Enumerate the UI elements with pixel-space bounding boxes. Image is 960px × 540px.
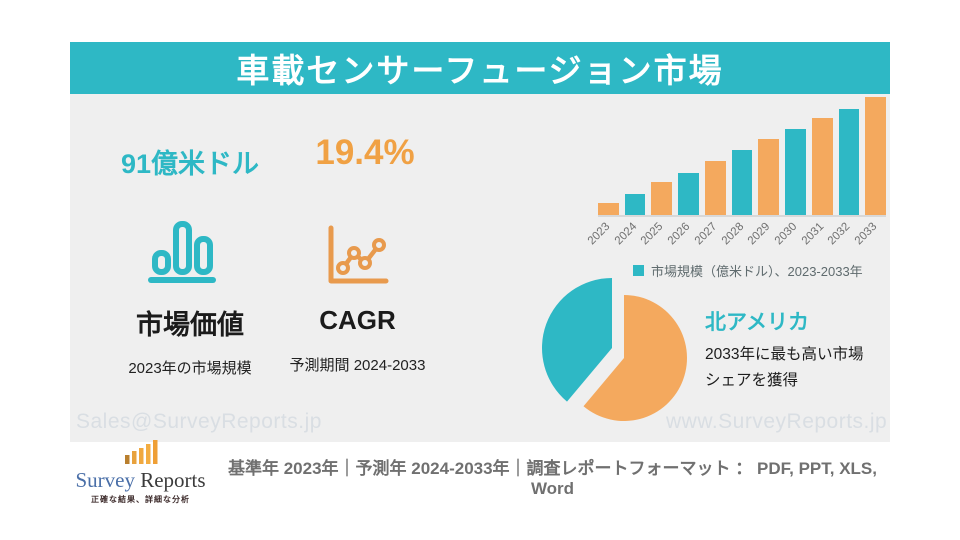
- logo-word-reports: Reports: [134, 468, 206, 492]
- cagr-number: 19.4%: [315, 133, 415, 172]
- region-name: 北アメリカ: [705, 311, 809, 334]
- bar-label-2027: 2027: [692, 220, 720, 248]
- bar-2023: [598, 203, 619, 215]
- legend-swatch: [633, 265, 644, 276]
- pie-slice-teal-exploded: [541, 278, 612, 402]
- watermark-email: Sales@SurveyReports.jp: [76, 410, 322, 433]
- market-value-number: 91億米ドル: [120, 149, 260, 179]
- bar-2029: [758, 139, 780, 215]
- pie-slice-orange: [583, 295, 687, 421]
- bar-2028: [731, 150, 753, 215]
- market-value-subtext: 2023年の市場規模: [128, 360, 252, 377]
- survey-reports-logo: Survey Reports 正確な結果、詳細な分析: [58, 440, 223, 505]
- bar-chart-labels: 2023 2024 2025 2026 2027 2028 2029 2030 2031 2032…: [586, 219, 886, 255]
- watermark-website: www.SurveyReports.jp: [666, 410, 888, 433]
- bar-2026: [678, 172, 699, 215]
- bar-label-2033: 2033: [852, 220, 880, 248]
- logo-wordmark: Survey Reports: [58, 468, 223, 492]
- bar-label-2024: 2024: [612, 220, 640, 248]
- bar-label-2031: 2031: [799, 220, 826, 248]
- bar-2024: [624, 193, 646, 215]
- bar-2030: [785, 128, 806, 215]
- bar-2027: [704, 160, 726, 215]
- bar-2025: [651, 181, 673, 215]
- market-value-label: 市場価値: [136, 310, 244, 340]
- pie-chart: [541, 278, 687, 421]
- cagr-subtext: 予測期間 2024-2033: [289, 357, 426, 374]
- logo-bars-icon: [124, 440, 157, 464]
- bar-label-2028: 2028: [719, 220, 746, 248]
- bar-label-2029: 2029: [745, 220, 773, 248]
- legend-label: 市場規模（億米ドル）、2023-2033年: [651, 264, 863, 279]
- bar-2032: [838, 108, 860, 215]
- line-chart-icon: [328, 225, 389, 284]
- logo-word-survey: Survey: [75, 468, 135, 492]
- bar-label-2026: 2026: [665, 220, 693, 248]
- cagr-label: CAGR: [319, 305, 396, 335]
- page-title: 車載センサーフュージョン市場: [236, 52, 724, 89]
- bar-label-2030: 2030: [772, 220, 800, 248]
- title-banner: 車載センサーフュージョン市場: [70, 42, 890, 94]
- bar-label-2032: 2032: [826, 220, 853, 248]
- bar-2031: [811, 118, 833, 215]
- region-description: 2033年に最も高い市場シェアを獲得: [705, 346, 864, 389]
- footer-report-info: 基準年 2023年｜予測年 2024-2033年｜調査レポートフォーマット ： …: [228, 459, 877, 498]
- logo-tagline: 正確な結果、詳細な分析: [91, 495, 190, 505]
- bar-chart-icon: [148, 221, 216, 283]
- bar-chart-bars: [598, 97, 887, 217]
- bar-chart-legend: 市場規模（億米ドル）、2023-2033年: [633, 261, 863, 280]
- bar-label-2025: 2025: [639, 220, 666, 248]
- bar-2033: [865, 97, 887, 215]
